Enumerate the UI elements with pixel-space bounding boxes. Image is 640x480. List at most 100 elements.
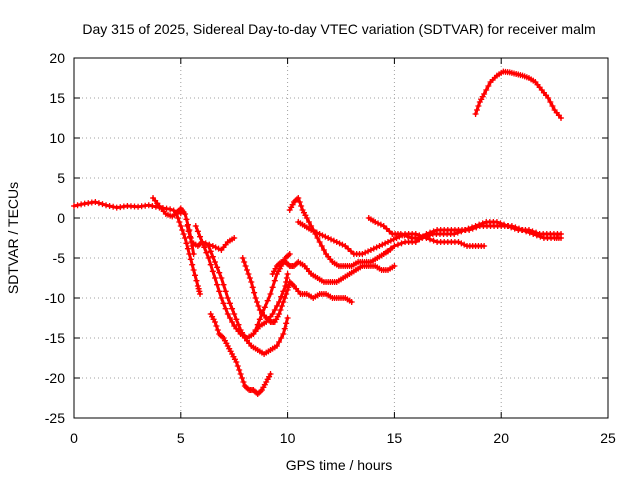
data-point (233, 359, 240, 365)
data-point (187, 233, 194, 240)
data-point (412, 231, 419, 237)
data-point (394, 241, 401, 248)
series-trace-14 (365, 215, 565, 241)
data-point (216, 269, 223, 276)
data-point (473, 224, 480, 231)
data-point (547, 99, 554, 105)
data-point (255, 303, 262, 309)
series-trace-11 (286, 279, 355, 305)
data-point (281, 325, 288, 332)
data-point (333, 239, 340, 245)
data-point (239, 255, 246, 261)
data-point (192, 272, 199, 279)
data-point (398, 240, 405, 247)
data-point (183, 216, 190, 223)
data-point (251, 289, 258, 296)
data-point (380, 251, 387, 257)
x-tick-label: 25 (600, 430, 616, 446)
data-point (78, 201, 85, 208)
data-point (231, 311, 238, 317)
data-point (179, 227, 186, 233)
data-point (362, 249, 369, 256)
chart-title: Day 315 of 2025, Sidereal Day-to-day VTE… (82, 21, 595, 37)
data-point (423, 231, 430, 237)
data-point (261, 304, 268, 311)
data-point (427, 236, 433, 243)
data-point (220, 300, 227, 307)
data-point (367, 247, 374, 253)
data-point (375, 220, 382, 227)
data-point (240, 379, 247, 385)
data-point (271, 307, 278, 313)
data-point (296, 199, 303, 205)
data-point (241, 259, 248, 265)
data-point (149, 203, 156, 209)
x-tick-label: 15 (387, 430, 403, 446)
data-point (264, 297, 271, 304)
data-point (401, 232, 408, 239)
data-point (382, 240, 389, 247)
data-point (325, 235, 332, 241)
data-point (412, 239, 419, 245)
data-point (252, 295, 259, 301)
data-point (455, 239, 462, 245)
data-point (390, 236, 397, 243)
data-point (519, 227, 526, 233)
data-point (224, 311, 231, 317)
data-point (328, 236, 335, 243)
data-point (512, 224, 519, 231)
data-point (249, 284, 256, 291)
data-point (220, 281, 227, 288)
data-point (319, 232, 326, 239)
series-trace-15 (380, 223, 565, 257)
data-point (314, 235, 321, 241)
y-tick-label: -15 (45, 330, 65, 346)
data-point (174, 215, 181, 221)
data-point (430, 228, 437, 235)
data-point (322, 233, 329, 240)
data-point (284, 287, 291, 293)
data-point (472, 111, 479, 117)
data-point (184, 245, 191, 252)
data-point (342, 243, 349, 249)
data-point (377, 221, 384, 228)
data-point (276, 339, 283, 345)
data-point (430, 237, 437, 244)
y-tick-label: -25 (45, 410, 65, 426)
data-point (451, 231, 458, 237)
y-tick-label: 0 (57, 210, 65, 226)
data-point (284, 271, 291, 277)
data-point (348, 299, 355, 305)
data-point (313, 229, 320, 236)
data-point (201, 244, 208, 251)
data-point (545, 95, 552, 101)
data-point (195, 285, 202, 292)
data-point (523, 228, 530, 235)
data-point (183, 240, 190, 247)
data-point (469, 225, 476, 232)
data-point (280, 299, 287, 305)
data-point (481, 243, 488, 249)
data-point (267, 291, 274, 297)
y-tick-label: 5 (57, 170, 65, 186)
x-tick-label: 10 (280, 430, 296, 446)
data-point (427, 229, 433, 236)
data-point (110, 203, 117, 210)
data-point (187, 256, 194, 263)
data-point (310, 228, 317, 235)
data-point (71, 203, 77, 209)
data-point (286, 251, 293, 257)
data-point (252, 327, 259, 333)
series-line (241, 256, 292, 324)
data-point (214, 281, 221, 288)
data-point (233, 316, 240, 323)
data-point (177, 223, 184, 229)
data-point (493, 219, 500, 225)
y-axis-label: SDTVAR / TECUs (5, 182, 21, 294)
data-point (205, 255, 212, 261)
data-point (404, 233, 411, 240)
data-point (281, 295, 288, 301)
data-point (226, 315, 233, 321)
data-point (273, 343, 280, 349)
